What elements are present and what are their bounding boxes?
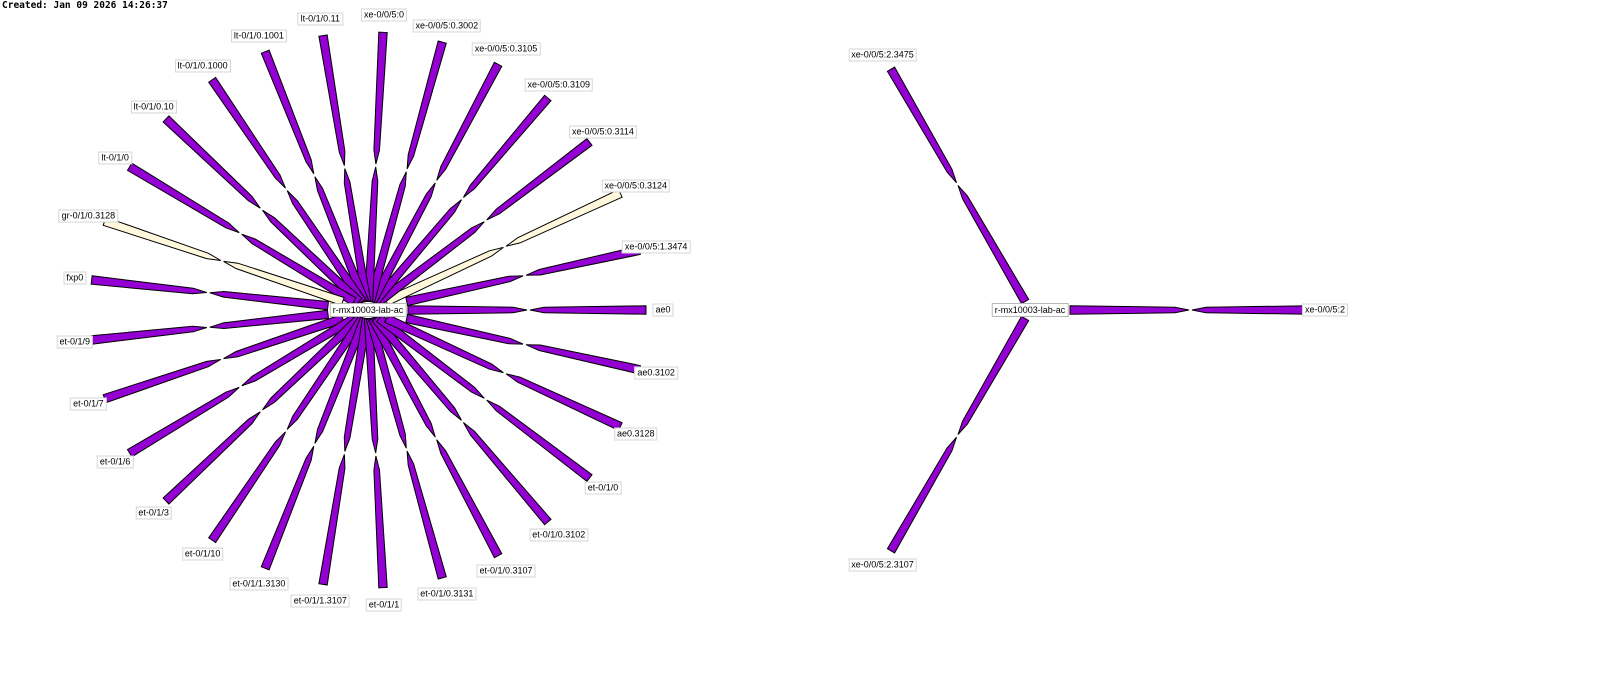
router-node-left-star: r-mx10003-lab-ac	[329, 303, 407, 317]
link-et-0-1-3-outer	[162, 411, 261, 505]
interface-label-et-0-1-3: et-0/1/3	[135, 506, 172, 520]
interface-label-xe-0-0-5-0-3124: xe-0/0/5:0.3124	[601, 179, 671, 193]
link-fxp0-inner	[209, 290, 330, 311]
interface-label-xe-0-0-5-2: xe-0/0/5:2	[1301, 303, 1349, 317]
link-et-0-1-0-3131-outer	[406, 450, 447, 580]
interface-label-et-0-1-0-3102: et-0/1/0.3102	[529, 528, 589, 542]
interface-label-xe-0-0-5-2-3107: xe-0/0/5:2.3107	[848, 558, 917, 572]
link-ae0-outer	[529, 305, 647, 315]
interface-label-ae0: ae0	[652, 303, 674, 317]
interface-label-xe-0-0-5-1-3474: xe-0/0/5:1.3474	[621, 240, 691, 254]
interface-label-xe-0-0-5-0: xe-0/0/5:0	[360, 8, 407, 22]
link-ae0-3102-inner	[405, 313, 524, 345]
interface-label-ae0-3128: ae0.3128	[614, 427, 658, 441]
interface-label-xe-0-0-5-0-3105: xe-0/0/5:0.3105	[471, 42, 541, 56]
link-xe-0-0-5-2-inner	[1069, 305, 1190, 315]
interface-label-et-0-1-1: et-0/1/1	[365, 598, 403, 612]
link-et-0-1-0-outer	[486, 399, 593, 483]
interface-label-fxp0: fxp0	[63, 271, 87, 285]
link-xe-0-0-5-0-3109-outer	[462, 94, 552, 198]
interface-label-xe-0-0-5-0-3109: xe-0/0/5:0.3109	[524, 78, 594, 92]
router-node-right-star: r-mx10003-lab-ac	[991, 303, 1069, 317]
interface-label-xe-0-0-5-0-3114: xe-0/0/5:0.3114	[569, 125, 637, 139]
link-et-0-1-0-3107-inner	[368, 315, 436, 438]
link-xe-0-0-5-0-outer	[373, 31, 388, 165]
link-ae0-3102-outer	[525, 344, 641, 375]
interface-label-et-0-1-1-3107: et-0/1/1.3107	[290, 594, 350, 608]
link-gr-0-1-0-3128-outer	[102, 216, 222, 261]
link-xe-0-0-5-1-3474-inner	[405, 275, 524, 307]
link-ae0-3128-outer	[505, 373, 623, 432]
link-et-0-1-10-outer	[208, 431, 286, 544]
created-timestamp: Created: Jan 09 2026 14:26:37	[2, 0, 168, 11]
interface-label-xe-0-0-5-2-3475: xe-0/0/5:2.3475	[848, 48, 917, 62]
link-lt-0-1-0-outer	[126, 162, 240, 234]
link-et-0-1-1-3107-outer	[318, 454, 346, 586]
link-et-0-1-1-outer	[373, 455, 388, 589]
interface-label-et-0-1-0-3107: et-0/1/0.3107	[476, 564, 536, 578]
link-xe-0-0-5-0-3002-outer	[406, 40, 447, 170]
interface-label-et-0-1-10: et-0/1/10	[181, 547, 224, 561]
link-lt-0-1-0-1001-outer	[260, 49, 315, 175]
link-xe-0-0-5-0-3124-outer	[505, 188, 623, 247]
interface-label-ae0-3102: ae0.3102	[634, 366, 678, 380]
interface-label-et-0-1-1-3130: et-0/1/1.3130	[229, 577, 289, 591]
link-xe-0-0-5-2-3107-outer	[886, 436, 957, 554]
interface-label-et-0-1-0-3131: et-0/1/0.3131	[417, 587, 477, 601]
interface-label-xe-0-0-5-0-3002: xe-0/0/5:0.3002	[412, 19, 482, 33]
link-et-0-1-9-inner	[209, 309, 330, 330]
link-lt-0-1-0-1000-outer	[208, 76, 286, 189]
link-et-0-1-0-3107-outer	[436, 439, 503, 559]
interface-label-et-0-1-7: et-0/1/7	[70, 397, 107, 411]
interface-label-gr-0-1-0-3128: gr-0/1/0.3128	[58, 209, 119, 223]
interface-label-lt-0-1-0-1000: lt-0/1/0.1000	[174, 59, 231, 73]
interface-label-lt-0-1-0-11: lt-0/1/0.11	[297, 12, 343, 26]
interface-label-et-0-1-6: et-0/1/6	[96, 455, 134, 469]
link-et-0-1-0-3102-outer	[462, 422, 552, 526]
link-xe-0-0-5-0-3114-outer	[486, 137, 593, 221]
link-ae0-inner	[407, 305, 528, 315]
interface-label-et-0-1-9: et-0/1/9	[56, 335, 93, 349]
link-et-0-1-9-outer	[90, 325, 207, 345]
link-xe-0-0-5-2-3475-outer	[886, 66, 957, 184]
link-lt-0-1-0-11-outer	[318, 34, 346, 166]
link-xe-0-0-5-2-3475-inner	[957, 185, 1030, 305]
link-lt-0-1-0-10-outer	[162, 115, 261, 209]
link-xe-0-0-5-0-3105-outer	[436, 61, 503, 181]
link-xe-0-0-5-2-3107-inner	[957, 315, 1030, 435]
link-lt-0-1-0-1001-inner	[314, 176, 370, 304]
interface-label-et-0-1-0: et-0/1/0	[584, 481, 622, 495]
interface-label-lt-0-1-0-10: lt-0/1/0.10	[130, 100, 177, 114]
link-fxp0-outer	[90, 275, 207, 295]
interface-label-lt-0-1-0: lt-0/1/0	[98, 151, 132, 165]
link-xe-0-0-5-2-outer	[1191, 305, 1309, 315]
link-et-0-1-7-outer	[102, 359, 222, 404]
interface-label-lt-0-1-0-1001: lt-0/1/0.1001	[230, 29, 287, 43]
link-et-0-1-1-3130-outer	[260, 445, 315, 571]
